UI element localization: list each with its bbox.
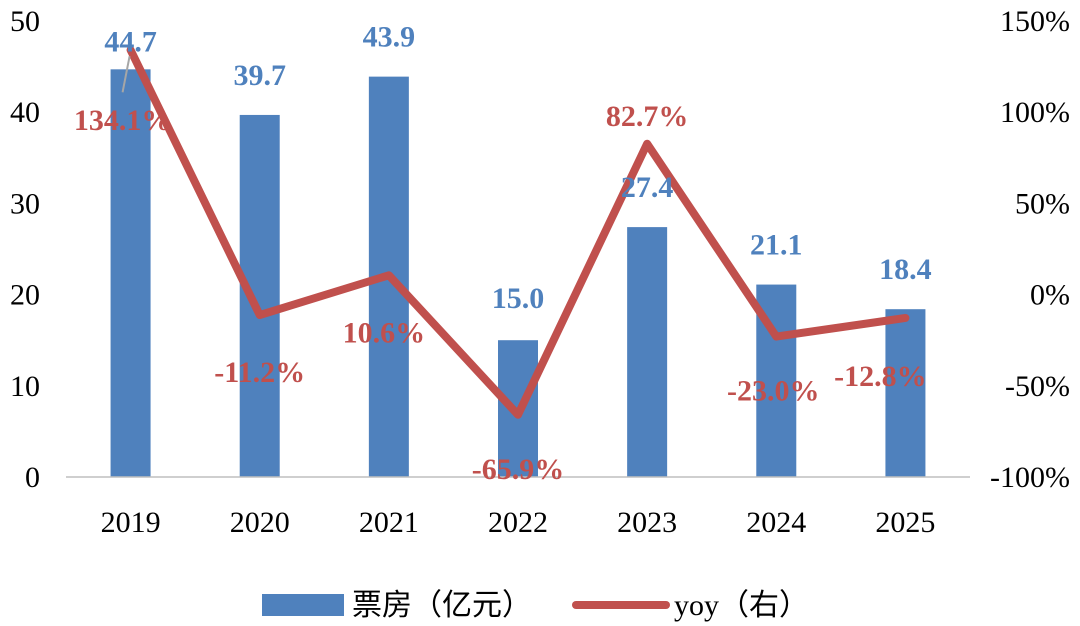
legend-label-line: yoy（右）	[674, 589, 809, 622]
x-axis-ticks: 2019 2020 2021 2022 2023 2024 2025	[101, 506, 936, 539]
x-tick-label: 2023	[617, 506, 677, 539]
right-tick-label: 50%	[1015, 187, 1070, 220]
bar-label-2024: 21.1	[750, 229, 803, 262]
yoy-line-series	[126, 46, 910, 419]
yoy-line	[126, 46, 910, 419]
left-tick-label: 40	[10, 96, 40, 129]
left-tick-label: 0	[25, 461, 40, 494]
yoy-label-2023: 82.7%	[606, 100, 689, 133]
right-tick-label: 100%	[1000, 96, 1070, 129]
legend: 票房（亿元） yoy（右）	[262, 589, 809, 622]
legend-swatch-bar	[262, 594, 344, 616]
legend-label-bar: 票房（亿元）	[352, 589, 532, 622]
x-tick-label: 2025	[875, 506, 935, 539]
yoy-label-2025: -12.8%	[834, 360, 927, 393]
bar-2023	[627, 227, 668, 477]
yoy-data-labels: 134.1% -11.2% 10.6% -65.9% 82.7% -23.0% -12.8%	[74, 100, 927, 486]
bar-label-2021: 43.9	[363, 21, 416, 54]
left-tick-label: 10	[10, 370, 40, 403]
bar-label-2022: 15.0	[492, 282, 545, 315]
bar-2019	[110, 69, 151, 477]
x-tick-label: 2019	[101, 506, 161, 539]
right-tick-label: 150%	[1000, 5, 1070, 38]
bar-2020	[239, 114, 280, 477]
bar-data-labels: 44.7 39.7 43.9 15.0 27.4 21.1 18.4	[104, 21, 931, 316]
bar-label-2019: 44.7	[104, 25, 157, 58]
x-tick-label: 2022	[488, 506, 548, 539]
bar-2025	[885, 309, 926, 477]
right-axis-ticks: -100% -50% 0% 50% 100% 150%	[990, 5, 1070, 494]
yoy-label-2019: 134.1%	[74, 104, 172, 137]
x-tick-label: 2021	[359, 506, 419, 539]
yoy-label-2021: 10.6%	[343, 316, 426, 349]
left-tick-label: 20	[10, 279, 40, 312]
yoy-label-2024: -23.0%	[727, 375, 820, 408]
bar-series	[110, 69, 926, 477]
left-axis-ticks: 0 10 20 30 40 50	[10, 5, 40, 494]
x-tick-label: 2020	[230, 506, 290, 539]
yoy-label-2022: -65.9%	[472, 453, 565, 486]
bar-label-2020: 39.7	[233, 59, 286, 92]
right-tick-label: -100%	[990, 461, 1070, 494]
yoy-label-2020: -11.2%	[214, 356, 305, 389]
bar-label-2025: 18.4	[879, 253, 932, 286]
left-tick-label: 50	[10, 5, 40, 38]
label-leader-line	[121, 56, 131, 93]
x-tick-label: 2024	[746, 506, 806, 539]
left-tick-label: 30	[10, 187, 40, 220]
bar-label-2023: 27.4	[621, 171, 674, 204]
right-tick-label: 0%	[1030, 279, 1070, 312]
right-tick-label: -50%	[1005, 370, 1070, 403]
